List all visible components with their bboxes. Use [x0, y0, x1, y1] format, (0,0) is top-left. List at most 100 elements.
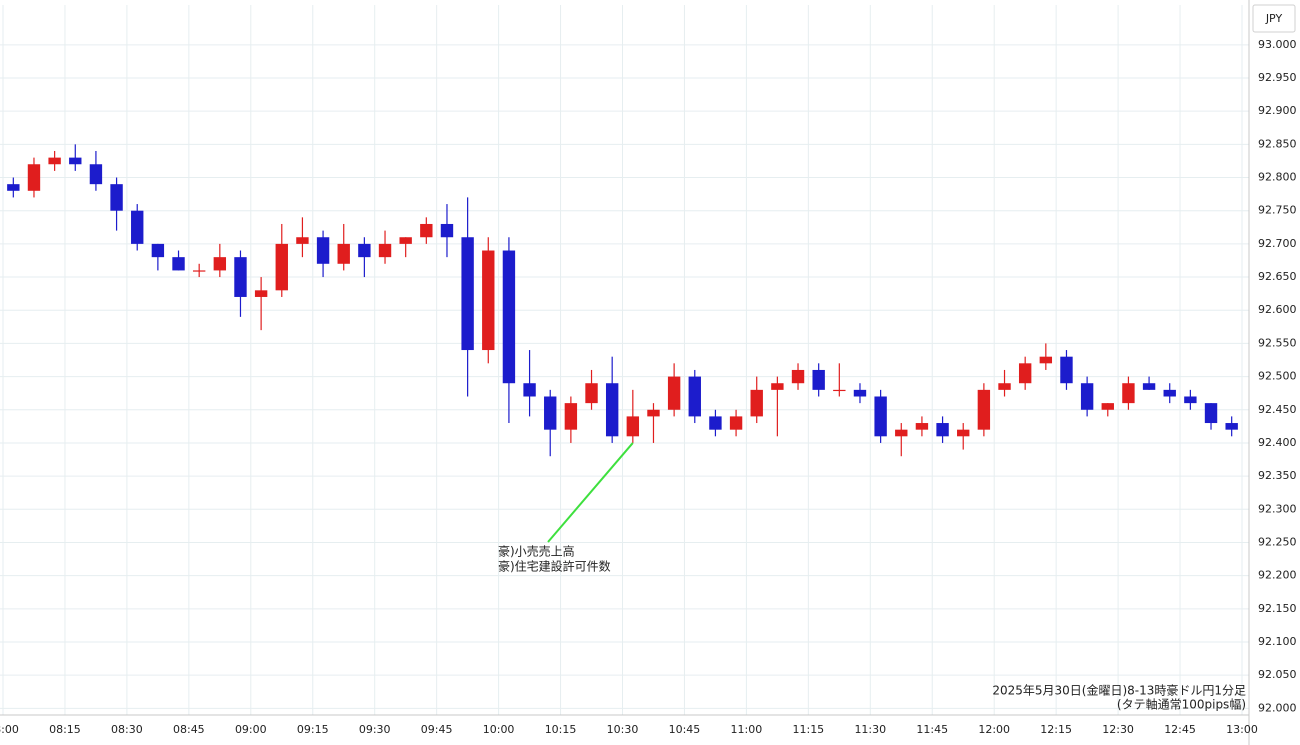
- candle-body: [213, 257, 227, 271]
- candle-body: [915, 423, 929, 430]
- y-tick-label: 92.050: [1258, 668, 1297, 681]
- x-tick-label: 09:00: [235, 723, 267, 736]
- y-tick-label: 92.450: [1258, 403, 1297, 416]
- candle-body: [812, 369, 825, 390]
- x-tick-label: 08:00: [0, 723, 19, 736]
- candle-body: [977, 389, 991, 430]
- y-tick-label: 92.950: [1258, 71, 1297, 84]
- x-tick-label: 11:45: [916, 723, 948, 736]
- candle-body: [833, 389, 846, 392]
- candle-body: [337, 243, 350, 264]
- y-tick-label: 92.250: [1258, 535, 1297, 548]
- x-tick-label: 08:30: [111, 723, 143, 736]
- candle-body: [709, 416, 722, 430]
- y-tick-label: 92.750: [1258, 204, 1297, 217]
- y-tick-label: 92.000: [1258, 701, 1297, 714]
- candle-body: [1018, 363, 1032, 384]
- candle-body: [1184, 396, 1197, 404]
- candle-body: [750, 389, 763, 417]
- candle-body: [791, 369, 805, 384]
- candle-body: [482, 250, 495, 351]
- annotation-line: [547, 442, 634, 543]
- candle-body: [1039, 356, 1053, 364]
- candle-body: [316, 237, 330, 264]
- x-tick-label: 11:30: [854, 723, 886, 736]
- candle-body: [27, 164, 41, 191]
- candle-body: [853, 389, 867, 397]
- candle-body: [358, 243, 371, 258]
- candle-body: [1060, 356, 1073, 384]
- candle-body: [626, 416, 640, 437]
- candle-body: [936, 423, 949, 437]
- currency-box: [1252, 4, 1296, 33]
- x-tick-label: 12:30: [1102, 723, 1134, 736]
- y-tick-label: 92.550: [1258, 336, 1297, 349]
- candle-body: [192, 270, 206, 272]
- y-tick-label: 92.850: [1258, 137, 1297, 150]
- x-tick-label: 12:15: [1040, 723, 1072, 736]
- x-tick-label: 12:00: [978, 723, 1010, 736]
- candle-body: [7, 184, 20, 191]
- y-tick-label: 92.900: [1258, 104, 1297, 117]
- y-tick-label: 92.700: [1258, 237, 1297, 250]
- caption: 2025年5月30日(金曜日)8-13時豪ドル円1分足: [992, 683, 1246, 698]
- candle-body: [254, 290, 268, 297]
- candle-body: [998, 383, 1011, 390]
- x-tick-label: 08:45: [173, 723, 205, 736]
- candle-body: [110, 184, 123, 211]
- candle-body: [69, 157, 82, 165]
- candle-body: [564, 403, 578, 430]
- labels: 92.000 92.050 92.100 92.150 92.200 92.250 92.3…: [0, 4, 1297, 736]
- x-tick-label: 13:00: [1226, 723, 1258, 736]
- x-tick-label: 11:15: [792, 723, 824, 736]
- x-tick-label: 09:30: [359, 723, 391, 736]
- currency-label: JPY: [1265, 12, 1283, 25]
- x-tick-label: 10:45: [669, 723, 701, 736]
- candle-body: [771, 383, 784, 390]
- caption: (タテ軸通常100pips幅): [1117, 697, 1246, 712]
- candles: [7, 144, 1238, 457]
- candle-body: [89, 164, 103, 185]
- candle-body: [874, 396, 887, 437]
- y-tick-label: 92.400: [1258, 436, 1297, 449]
- x-tick-label: 09:15: [297, 723, 329, 736]
- x-tick-label: 12:45: [1164, 723, 1196, 736]
- x-tick-label: 10:15: [545, 723, 577, 736]
- candle-body: [688, 376, 701, 417]
- candle-body: [296, 237, 309, 244]
- candle-body: [895, 429, 908, 437]
- candle-body: [234, 257, 247, 297]
- grid: [0, 0, 1250, 745]
- candle-body: [172, 257, 185, 271]
- candle-body: [1101, 403, 1114, 410]
- y-tick-label: 92.300: [1258, 502, 1297, 515]
- candle-body: [461, 237, 474, 351]
- x-tick-label: 09:45: [421, 723, 453, 736]
- candle-body: [151, 243, 165, 258]
- candle-body: [1080, 383, 1094, 410]
- candle-body: [378, 243, 392, 258]
- x-tick-label: 11:00: [731, 723, 763, 736]
- annotation-text: 豪)小売売上高: [498, 544, 575, 559]
- candle-body: [1163, 389, 1176, 397]
- candle-body: [957, 429, 970, 437]
- candle-body: [420, 223, 433, 238]
- annotation-text: 豪)住宅建設許可件数: [498, 559, 611, 574]
- candle-body: [1122, 383, 1135, 404]
- y-tick-label: 92.350: [1258, 469, 1297, 482]
- candle-body: [1142, 383, 1156, 390]
- candle-body: [399, 237, 412, 244]
- candle-body: [647, 409, 660, 417]
- y-tick-label: 93.000: [1258, 38, 1297, 51]
- y-tick-label: 92.100: [1258, 635, 1297, 648]
- y-tick-label: 92.500: [1258, 370, 1297, 383]
- y-tick-label: 92.800: [1258, 171, 1297, 184]
- y-tick-label: 92.600: [1258, 303, 1297, 316]
- candle-body: [275, 243, 288, 291]
- candle-body: [605, 383, 619, 437]
- candle-body: [667, 376, 681, 410]
- candle-body: [48, 157, 61, 165]
- candle-body: [131, 210, 144, 244]
